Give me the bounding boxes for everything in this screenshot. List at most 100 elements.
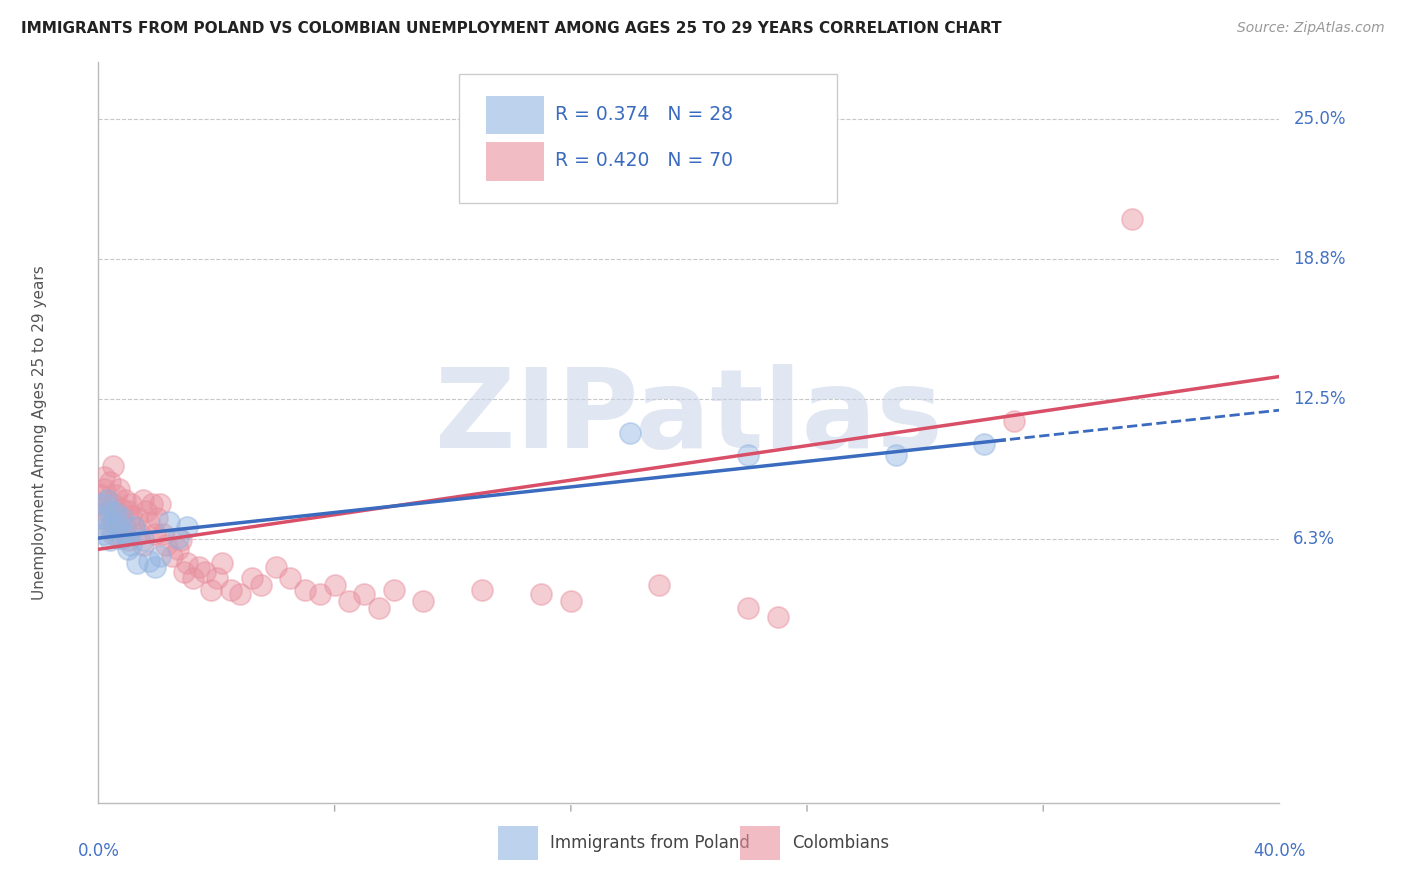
Point bbox=[176, 520, 198, 534]
Point bbox=[181, 571, 204, 585]
Point bbox=[103, 497, 125, 511]
Point bbox=[648, 578, 671, 592]
Point bbox=[309, 587, 332, 601]
Point bbox=[108, 482, 131, 496]
Point bbox=[90, 497, 112, 511]
Point bbox=[619, 425, 641, 440]
Text: 18.8%: 18.8% bbox=[1294, 250, 1346, 268]
Point bbox=[167, 531, 190, 545]
Point bbox=[90, 511, 112, 525]
FancyBboxPatch shape bbox=[486, 143, 544, 181]
Point bbox=[96, 492, 118, 507]
Point bbox=[240, 571, 263, 585]
Point bbox=[157, 516, 180, 530]
Point bbox=[194, 565, 217, 579]
Point bbox=[170, 533, 193, 548]
Point bbox=[187, 560, 209, 574]
Point bbox=[93, 526, 115, 541]
Point bbox=[120, 497, 142, 511]
Point bbox=[173, 565, 195, 579]
Text: Colombians: Colombians bbox=[792, 834, 889, 852]
Point bbox=[737, 600, 759, 615]
Point bbox=[98, 504, 121, 518]
Point bbox=[125, 511, 148, 525]
Point bbox=[1121, 212, 1143, 227]
Point bbox=[737, 448, 759, 462]
Point bbox=[368, 600, 391, 615]
Point bbox=[132, 492, 155, 507]
Point bbox=[93, 511, 115, 525]
Text: Source: ZipAtlas.com: Source: ZipAtlas.com bbox=[1237, 21, 1385, 35]
Point bbox=[412, 594, 434, 608]
Point bbox=[108, 531, 131, 545]
Point bbox=[111, 502, 134, 516]
Point bbox=[132, 538, 155, 552]
Point bbox=[93, 482, 115, 496]
Point bbox=[149, 549, 172, 563]
Point bbox=[108, 516, 131, 530]
Point bbox=[120, 508, 142, 523]
Point bbox=[98, 520, 121, 534]
Point bbox=[111, 511, 134, 525]
Point bbox=[530, 587, 553, 601]
Text: IMMIGRANTS FROM POLAND VS COLOMBIAN UNEMPLOYMENT AMONG AGES 25 TO 29 YEARS CORRE: IMMIGRANTS FROM POLAND VS COLOMBIAN UNEM… bbox=[21, 21, 1001, 36]
Point bbox=[766, 609, 789, 624]
FancyBboxPatch shape bbox=[458, 73, 837, 203]
Point bbox=[382, 582, 405, 597]
Point bbox=[884, 448, 907, 462]
Point bbox=[114, 492, 136, 507]
Point bbox=[96, 520, 118, 534]
Point bbox=[105, 511, 128, 525]
Point bbox=[111, 531, 134, 545]
Point bbox=[117, 542, 139, 557]
Point bbox=[122, 520, 145, 534]
Point bbox=[149, 497, 172, 511]
Text: 12.5%: 12.5% bbox=[1294, 390, 1346, 408]
Text: R = 0.420   N = 70: R = 0.420 N = 70 bbox=[555, 152, 734, 170]
Point bbox=[141, 497, 163, 511]
Text: Unemployment Among Ages 25 to 29 years: Unemployment Among Ages 25 to 29 years bbox=[32, 265, 46, 600]
Point bbox=[90, 488, 112, 502]
Point bbox=[560, 594, 582, 608]
Point bbox=[339, 594, 361, 608]
Point bbox=[138, 516, 160, 530]
Point bbox=[221, 582, 243, 597]
Point bbox=[323, 578, 346, 592]
Point bbox=[103, 526, 125, 541]
Point bbox=[125, 556, 148, 570]
Point bbox=[229, 587, 252, 601]
FancyBboxPatch shape bbox=[486, 95, 544, 135]
Point bbox=[108, 520, 131, 534]
Text: 25.0%: 25.0% bbox=[1294, 110, 1346, 128]
Point bbox=[143, 560, 166, 574]
Point bbox=[98, 475, 121, 489]
Text: R = 0.374   N = 28: R = 0.374 N = 28 bbox=[555, 104, 734, 124]
Point bbox=[250, 578, 273, 592]
Point bbox=[122, 520, 145, 534]
Point bbox=[117, 533, 139, 548]
Point bbox=[105, 507, 128, 521]
Point bbox=[128, 526, 150, 541]
Point bbox=[103, 516, 125, 530]
Point bbox=[103, 459, 125, 474]
FancyBboxPatch shape bbox=[740, 826, 780, 860]
Text: 6.3%: 6.3% bbox=[1294, 530, 1336, 549]
Point bbox=[105, 488, 128, 502]
Point bbox=[93, 497, 115, 511]
Point bbox=[93, 470, 115, 484]
Point bbox=[353, 587, 375, 601]
Text: 40.0%: 40.0% bbox=[1253, 842, 1306, 860]
Point bbox=[973, 437, 995, 451]
Point bbox=[211, 556, 233, 570]
Point bbox=[146, 511, 169, 525]
Text: ZIPatlas: ZIPatlas bbox=[434, 364, 943, 471]
Point bbox=[155, 538, 177, 552]
Point bbox=[167, 542, 190, 557]
Point bbox=[200, 582, 222, 597]
Point bbox=[205, 571, 228, 585]
Point bbox=[176, 556, 198, 570]
Point bbox=[96, 504, 118, 518]
Point bbox=[98, 533, 121, 548]
Point bbox=[114, 520, 136, 534]
Point bbox=[152, 526, 174, 541]
